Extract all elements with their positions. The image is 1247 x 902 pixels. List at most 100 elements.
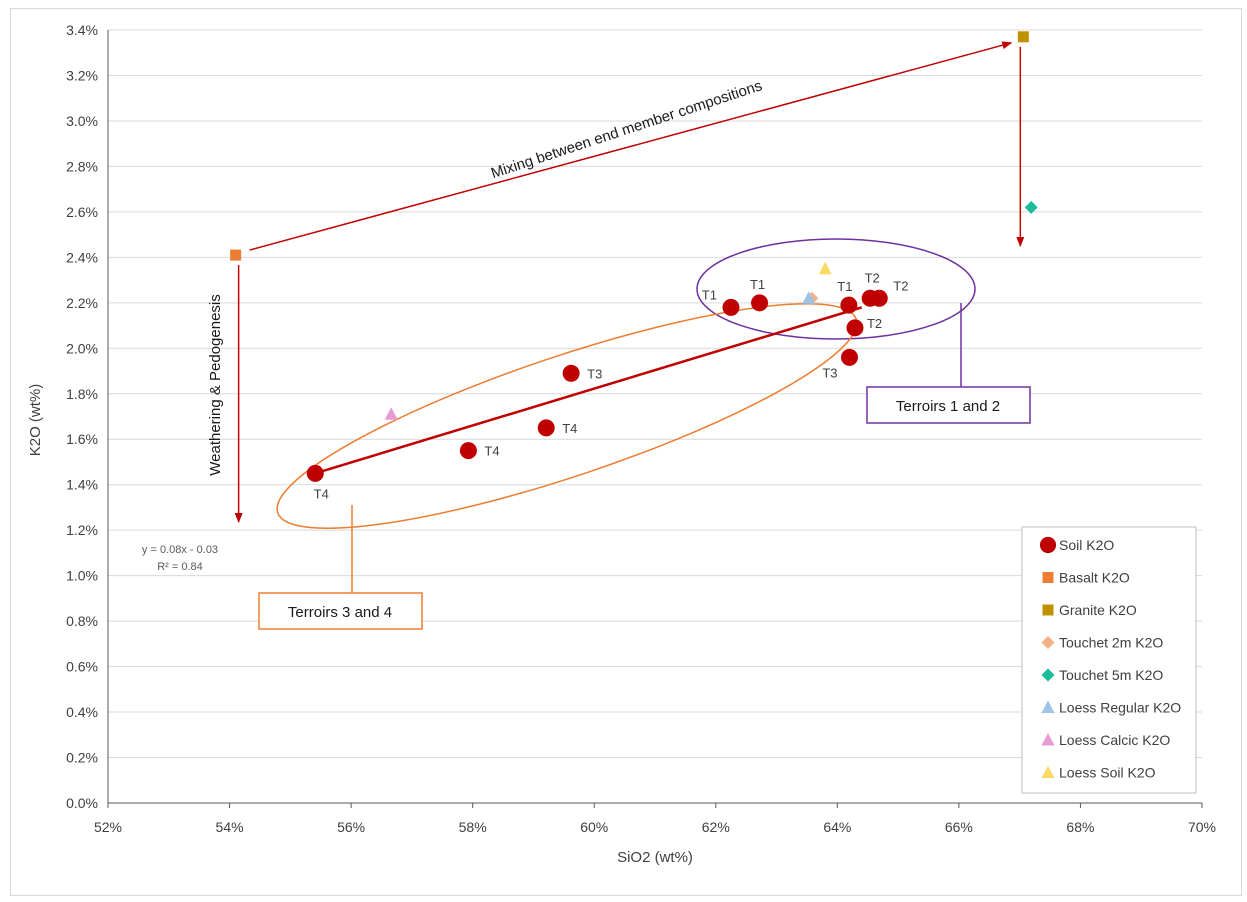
terroirs-34-ellipse <box>276 302 858 530</box>
legend-item: Soil K2O <box>1039 536 1114 554</box>
terroirs-34-box <box>258 592 423 630</box>
legend-label: Loess Soil K2O <box>1059 765 1156 781</box>
loess-regular-k2o-point <box>802 291 816 304</box>
y-tick-label: 1.6% <box>66 431 98 447</box>
point-label: T4 <box>484 444 499 459</box>
y-tick-label: 3.4% <box>66 22 98 38</box>
y-tick-label: 0.4% <box>66 704 98 720</box>
legend-label: Touchet 5m K2O <box>1059 667 1163 683</box>
legend-label: Loess Regular K2O <box>1059 700 1181 716</box>
terroirs-12-box <box>866 386 1031 424</box>
soil-k2o-point <box>562 364 580 382</box>
y-tick-label: 3.2% <box>66 67 98 83</box>
y-tick-label: 2.8% <box>66 158 98 174</box>
y-tick-label: 1.2% <box>66 522 98 538</box>
legend-marker <box>1042 572 1054 583</box>
point-label: T4 <box>562 421 577 436</box>
annotation-shapes <box>234 41 1025 593</box>
legend-item: Loess Regular K2O <box>1041 700 1181 716</box>
x-tick-label: 58% <box>459 819 487 835</box>
touchet-5m-k2o-point <box>1024 200 1038 214</box>
point-label: T1 <box>702 287 717 302</box>
point-label: T1 <box>837 279 852 294</box>
point-label: T1 <box>750 277 765 292</box>
legend-marker <box>1041 636 1055 649</box>
terroirs-34-label: Terroirs 3 and 4 <box>288 604 392 621</box>
loess-calcic-k2o-point <box>384 407 398 420</box>
y-tick-label: 2.0% <box>66 340 98 356</box>
y-tick-label: 2.2% <box>66 295 98 311</box>
y-tick-label: 1.0% <box>66 568 98 584</box>
legend-marker <box>1041 733 1055 746</box>
y-tick-label: 0.8% <box>66 613 98 629</box>
soil-k2o-point <box>870 289 888 307</box>
terroirs-12-ellipse <box>696 238 976 340</box>
y-tick-label: 1.8% <box>66 386 98 402</box>
x-axis-title: SiO2 (wt%) <box>617 849 693 866</box>
legend-item: Loess Soil K2O <box>1041 765 1156 781</box>
y-tick-label: 0.6% <box>66 659 98 675</box>
point-label: T3 <box>587 366 602 381</box>
chart-frame <box>10 8 1242 896</box>
x-tick-label: 54% <box>216 819 244 835</box>
trendline <box>314 306 863 475</box>
point-label: T2 <box>893 278 908 293</box>
y-axis-title: K2O (wt%) <box>27 384 44 457</box>
x-tick-label: 52% <box>94 819 122 835</box>
x-tick-label: 60% <box>580 819 608 835</box>
legend-label: Touchet 2m K2O <box>1059 635 1163 651</box>
trendline-r-squared: R² = 0.84 <box>157 561 203 573</box>
soil-k2o-point <box>840 348 858 366</box>
soil-k2o-point <box>751 294 769 312</box>
axes: 0.0% 0.2% 0.4% 0.6% 0.8% 1.0% 1.2% 1.4% 1.6% 1.8%… <box>66 22 1216 835</box>
x-tick-label: 66% <box>945 819 973 835</box>
legend-marker <box>1041 700 1055 713</box>
soil-k2o-point <box>459 442 477 460</box>
soil-k2o-point <box>840 296 858 314</box>
legend-item: Touchet 2m K2O <box>1041 635 1163 651</box>
y-tick-label: 0.2% <box>66 750 98 766</box>
legend-marker <box>1041 668 1055 682</box>
x-tick-label: 68% <box>1066 819 1094 835</box>
soil-k2o-point <box>722 298 740 316</box>
legend-box <box>1021 526 1197 794</box>
legend-item: Loess Calcic K2O <box>1041 732 1170 748</box>
x-tick-label: 70% <box>1188 819 1216 835</box>
legend-item: Granite K2O <box>1042 602 1137 618</box>
x-tick-label: 56% <box>337 819 365 835</box>
point-label: T2 <box>865 270 880 285</box>
legend-label: Granite K2O <box>1059 602 1137 618</box>
basalt-k2o-point <box>230 249 242 261</box>
point-label: T2 <box>867 316 882 331</box>
granite-k2o-point <box>1017 31 1029 43</box>
legend-item: Basalt K2O <box>1042 570 1130 586</box>
legend: Soil K2O Basalt K2O Granite K2O Touchet 2m … <box>1039 536 1181 781</box>
y-tick-label: 0.0% <box>66 795 98 811</box>
soil-k2o-point <box>306 464 324 482</box>
legend-marker <box>1039 536 1057 554</box>
legend-label: Loess Calcic K2O <box>1059 732 1170 748</box>
point-labels: T1 T1 T1 T2 T2 T2 T3 T3 T4 T4 T4 <box>314 270 909 501</box>
data-points <box>230 31 1038 482</box>
legend-marker <box>1042 604 1054 616</box>
loess-soil-k2o-point <box>818 261 832 275</box>
point-label: T4 <box>314 486 329 501</box>
trendline-equation: y = 0.08x - 0.03 <box>142 544 218 556</box>
legend-item: Touchet 5m K2O <box>1041 667 1163 683</box>
legend-label: Basalt K2O <box>1059 570 1130 586</box>
terroirs-12-label: Terroirs 1 and 2 <box>896 398 1000 415</box>
y-tick-label: 2.4% <box>66 249 98 265</box>
x-tick-label: 62% <box>702 819 730 835</box>
legend-marker <box>1041 765 1055 778</box>
weathering-annotation: Weathering & Pedogenesis <box>207 294 224 476</box>
y-tick-label: 3.0% <box>66 113 98 129</box>
y-tick-label: 2.6% <box>66 204 98 220</box>
point-label: T3 <box>822 365 837 380</box>
soil-k2o-point <box>846 319 864 337</box>
soil-k2o-point <box>537 419 555 437</box>
x-tick-label: 64% <box>823 819 851 835</box>
legend-label: Soil K2O <box>1059 537 1114 553</box>
mixing-arrow <box>249 41 1013 251</box>
trendline-layer <box>314 306 863 475</box>
